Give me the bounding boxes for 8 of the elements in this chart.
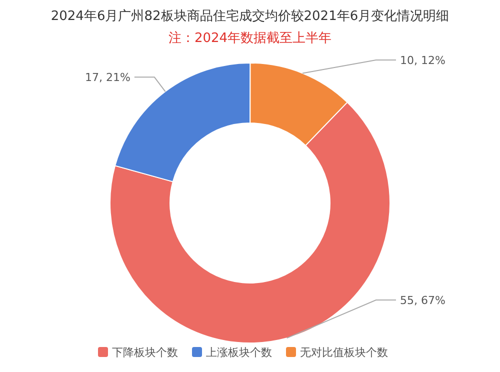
chart-subtitle: 注：2024年数据截至上半年 [168,31,332,46]
legend-label: 无对比值板块个数 [300,346,388,359]
data-label: 10, 12% [400,54,446,67]
legend-label: 下降板块个数 [112,346,178,359]
data-label: 17, 21% [84,71,130,84]
chart-title: 2024年6月广州82板块商品住宅成交均价较2021年6月变化情况明细 [50,8,450,24]
data-label: 55, 67% [400,294,446,307]
legend-label: 上涨板块个数 [206,346,272,359]
